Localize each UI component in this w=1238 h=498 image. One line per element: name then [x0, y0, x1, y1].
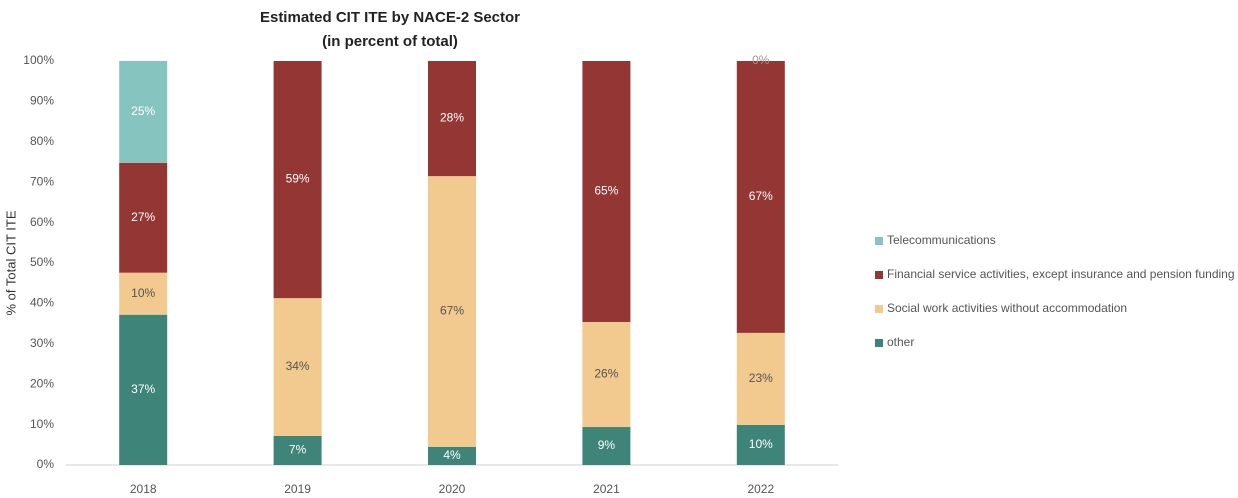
data-label: 10%	[131, 286, 155, 300]
bar-segment	[119, 272, 168, 315]
y-tick-label: 90%	[30, 94, 54, 108]
legend-swatch	[875, 305, 883, 313]
data-label: 26%	[594, 367, 618, 381]
bar-segment	[736, 425, 785, 465]
data-label: 59%	[286, 172, 310, 186]
data-label: 28%	[440, 111, 464, 125]
bar-segment	[119, 162, 168, 273]
data-label: 7%	[289, 443, 307, 457]
legend-label: Financial service activities, except ins…	[887, 267, 1235, 281]
y-tick-label: 70%	[30, 174, 54, 188]
legend-swatch	[875, 339, 883, 347]
bar-segment	[582, 427, 631, 465]
legend-label: other	[887, 335, 914, 349]
bar-segment	[582, 321, 631, 428]
y-tick-label: 100%	[23, 53, 54, 67]
y-tick-label: 20%	[30, 376, 54, 390]
data-label: 27%	[131, 210, 155, 224]
data-label: 25%	[131, 104, 155, 118]
y-tick-label: 30%	[30, 336, 54, 350]
bar-segment	[736, 332, 785, 426]
chart-subtitle: (in percent of total)	[322, 33, 458, 50]
bar-segment	[273, 298, 322, 436]
bar-segment	[273, 61, 322, 299]
data-label: 4%	[443, 448, 461, 462]
data-label: 10%	[749, 437, 773, 451]
legend-label: Telecommunications	[887, 233, 996, 247]
y-axis-title: % of Total CIT ITE	[3, 210, 18, 315]
x-tick-label: 2020	[439, 482, 466, 496]
x-tick-label: 2021	[593, 482, 620, 496]
x-tick-label: 2019	[284, 482, 311, 496]
data-label: 0%	[752, 53, 770, 67]
bar-segment	[119, 314, 168, 465]
bar-segment	[428, 446, 476, 465]
y-tick-label: 80%	[30, 134, 54, 148]
y-tick-label: 50%	[30, 255, 54, 269]
chart-title: Estimated CIT ITE by NACE-2 Sector	[260, 9, 520, 26]
data-label: 67%	[440, 304, 464, 318]
legend-swatch	[875, 271, 883, 279]
data-label: 9%	[598, 438, 616, 452]
data-label: 67%	[749, 189, 773, 203]
bar-segment	[582, 61, 631, 322]
data-label: 23%	[749, 371, 773, 385]
legend-swatch	[875, 237, 883, 245]
y-tick-label: 10%	[30, 417, 54, 431]
bar-segment	[428, 176, 476, 447]
bar-segment	[119, 61, 168, 163]
data-label: 65%	[594, 184, 618, 198]
y-tick-label: 40%	[30, 296, 54, 310]
x-tick-label: 2022	[747, 482, 774, 496]
bar-segment	[428, 61, 476, 177]
y-tick-label: 60%	[30, 215, 54, 229]
legend-label: Social work activities without accommoda…	[887, 301, 1127, 315]
data-label: 34%	[286, 359, 310, 373]
bar-segment	[273, 435, 322, 465]
y-tick-label: 0%	[37, 457, 55, 471]
data-label: 37%	[131, 382, 155, 396]
bar-segment	[736, 61, 785, 333]
x-tick-label: 2018	[130, 482, 157, 496]
